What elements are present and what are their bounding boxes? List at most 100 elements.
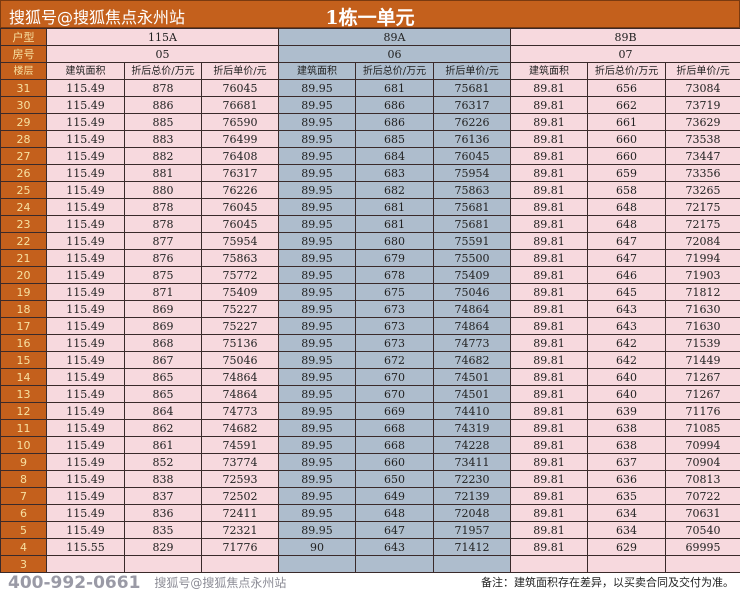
total-price-cell: 660 — [587, 147, 667, 165]
table-row: 30 115.49 886 76681 89.95 686 76317 89.81 662 737… — [0, 96, 740, 114]
area-cell: 115.49 — [46, 385, 125, 403]
total-price-cell: 865 — [124, 368, 202, 386]
area-cell: 89.81 — [510, 402, 589, 420]
total-price-cell: 643 — [355, 538, 434, 556]
area-cell: 89.95 — [278, 385, 356, 403]
total-price-cell: 648 — [355, 504, 434, 522]
unit-type-row: 户型 115A 89A 89B — [0, 28, 740, 46]
area-cell: 115.49 — [46, 147, 125, 165]
unit-price-cell: 76045 — [432, 147, 512, 165]
floor-cell: 12 — [0, 402, 47, 420]
area-cell: 89.81 — [510, 96, 589, 114]
total-price-cell: 885 — [124, 113, 202, 131]
floor-cell: 22 — [0, 232, 47, 250]
floor-cell: 21 — [0, 249, 47, 267]
table-row: 8 115.49 838 72593 89.95 650 72230 89.81 636 7081… — [0, 470, 740, 488]
total-price-cell: 681 — [355, 215, 434, 233]
unit-price-cell: 69995 — [665, 538, 740, 556]
floor-cell: 5 — [0, 521, 47, 539]
total-price-cell: 838 — [124, 470, 202, 488]
total-price-cell: 639 — [587, 402, 667, 420]
unit-price-cell: 71412 — [432, 538, 512, 556]
area-cell: 89.81 — [510, 334, 589, 352]
unit-price-cell: 71449 — [665, 351, 740, 369]
unit-price-cell: 75409 — [432, 266, 512, 284]
total-price-cell: 638 — [587, 436, 667, 454]
unit-price-cell: 74501 — [432, 368, 512, 386]
unit-price-cell: 74682 — [432, 351, 512, 369]
total-price-cell: 634 — [587, 504, 667, 522]
floor-cell: 6 — [0, 504, 47, 522]
area-cell: 89.81 — [510, 419, 589, 437]
floor-cell: 7 — [0, 487, 47, 505]
unit-price-cell: 71085 — [665, 419, 740, 437]
total-price-cell — [355, 555, 434, 573]
total-price-cell: 869 — [124, 317, 202, 335]
total-price-cell: 669 — [355, 402, 434, 420]
table-row: 15 115.49 867 75046 89.95 672 74682 89.81 642 714… — [0, 351, 740, 369]
unit-price-cell: 73538 — [665, 130, 740, 148]
area-cell: 89.95 — [278, 504, 356, 522]
floor-cell: 29 — [0, 113, 47, 131]
total-price-cell: 662 — [587, 96, 667, 114]
area-cell: 115.49 — [46, 334, 125, 352]
total-price-cell: 635 — [587, 487, 667, 505]
table-row: 27 115.49 882 76408 89.95 684 76045 89.81 660 734… — [0, 147, 740, 165]
unit-price-cell: 73447 — [665, 147, 740, 165]
total-price-cell: 681 — [355, 198, 434, 216]
unit-price-cell: 71267 — [665, 385, 740, 403]
unit-price-cell: 72139 — [432, 487, 512, 505]
area-cell: 89.81 — [510, 538, 589, 556]
unit-price-cell: 75954 — [432, 164, 512, 182]
area-cell: 89.81 — [510, 487, 589, 505]
total-price-cell: 867 — [124, 351, 202, 369]
total-price-cell: 673 — [355, 317, 434, 335]
total-price-cell: 638 — [587, 419, 667, 437]
unit-price-cell: 71903 — [665, 266, 740, 284]
floor-cell: 10 — [0, 436, 47, 454]
area-cell: 89.95 — [278, 232, 356, 250]
unit-price-cell: 71812 — [665, 283, 740, 301]
unit-price-cell: 71776 — [201, 538, 279, 556]
total-price-cell: 658 — [587, 181, 667, 199]
total-price-cell: 668 — [355, 419, 434, 437]
floor-cell: 26 — [0, 164, 47, 182]
area-cell: 89.81 — [510, 266, 589, 284]
total-price-cell — [124, 555, 202, 573]
unit-price-cell: 71267 — [665, 368, 740, 386]
area-cell: 115.49 — [46, 453, 125, 471]
area-cell: 115.49 — [46, 368, 125, 386]
area-cell: 115.55 — [46, 538, 125, 556]
unit-price-cell: 71630 — [665, 300, 740, 318]
total-price-cell: 668 — [355, 436, 434, 454]
table-row: 19 115.49 871 75409 89.95 675 75046 89.81 645 718… — [0, 283, 740, 301]
unit-price-cell: 72593 — [201, 470, 279, 488]
unit-price-cell: 71630 — [665, 317, 740, 335]
total-price-cell: 878 — [124, 215, 202, 233]
table-row: 21 115.49 876 75863 89.95 679 75500 89.81 647 719… — [0, 249, 740, 267]
area-cell: 89.95 — [278, 334, 356, 352]
unit-price-cell: 74319 — [432, 419, 512, 437]
unit-price-cell: 75681 — [432, 215, 512, 233]
area-cell: 89.81 — [510, 317, 589, 335]
area-cell: 115.49 — [46, 402, 125, 420]
area-cell: 89.95 — [278, 487, 356, 505]
unit-price-cell: 71957 — [432, 521, 512, 539]
unit-price-cell — [201, 555, 279, 573]
unit-price-cell — [665, 555, 740, 573]
total-price-cell: 678 — [355, 266, 434, 284]
unit-price-cell: 72048 — [432, 504, 512, 522]
total-price-cell: 648 — [587, 215, 667, 233]
floor-cell: 24 — [0, 198, 47, 216]
area-cell: 115.49 — [46, 504, 125, 522]
table-row: 28 115.49 883 76499 89.95 685 76136 89.81 660 735… — [0, 130, 740, 148]
price-table: 户型 115A 89A 89B 房号 05 06 07 楼层 建筑面积 折后总价… — [0, 28, 740, 573]
col-unit-price: 折后单价/元 — [665, 62, 740, 80]
area-cell: 89.95 — [278, 198, 356, 216]
floor-cell: 19 — [0, 283, 47, 301]
floor-cell: 8 — [0, 470, 47, 488]
area-cell: 89.95 — [278, 181, 356, 199]
unit-price-cell: 72321 — [201, 521, 279, 539]
table-row: 16 115.49 868 75136 89.95 673 74773 89.81 642 715… — [0, 334, 740, 352]
unit-price-cell: 72411 — [201, 504, 279, 522]
